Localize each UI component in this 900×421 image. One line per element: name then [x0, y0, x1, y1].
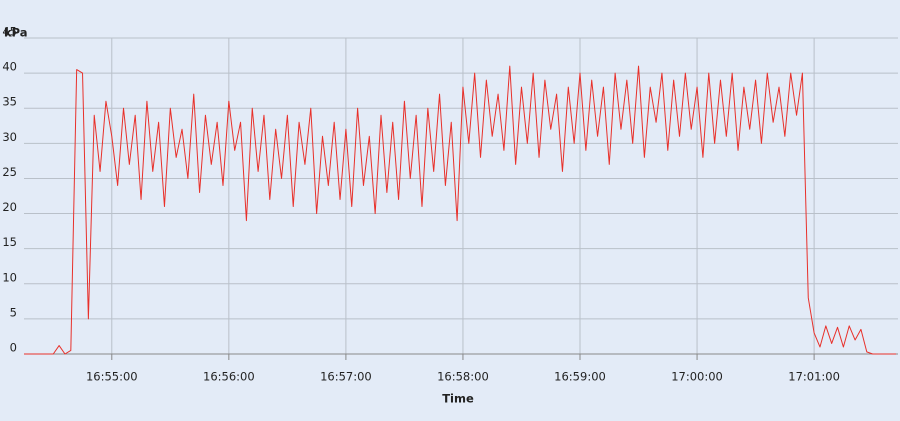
y-tick-label: 45 [2, 25, 17, 39]
y-tick-label: 25 [2, 165, 17, 179]
x-tick-label: 16:58:00 [437, 370, 489, 384]
data-line [24, 65, 897, 355]
y-tick-label: 0 [10, 341, 17, 355]
x-tick-label: 16:56:00 [203, 370, 255, 384]
y-tick-label: 15 [2, 235, 17, 249]
x-tick-label: 16:59:00 [554, 370, 606, 384]
x-axis-label: Time [442, 392, 474, 406]
y-tick-label: 40 [2, 60, 17, 74]
y-tick-label: 10 [2, 270, 17, 284]
x-tick-label: 16:57:00 [320, 370, 372, 384]
y-tick-label: 30 [2, 130, 17, 144]
y-tick-label: 5 [10, 305, 17, 319]
x-tick-label: 17:00:00 [671, 370, 723, 384]
y-axis-label: kPa [4, 26, 28, 40]
x-tick-label: 17:01:00 [788, 370, 840, 384]
x-tick-label: 16:55:00 [86, 370, 138, 384]
y-tick-label: 20 [2, 200, 17, 214]
y-tick-label: 35 [2, 95, 17, 109]
